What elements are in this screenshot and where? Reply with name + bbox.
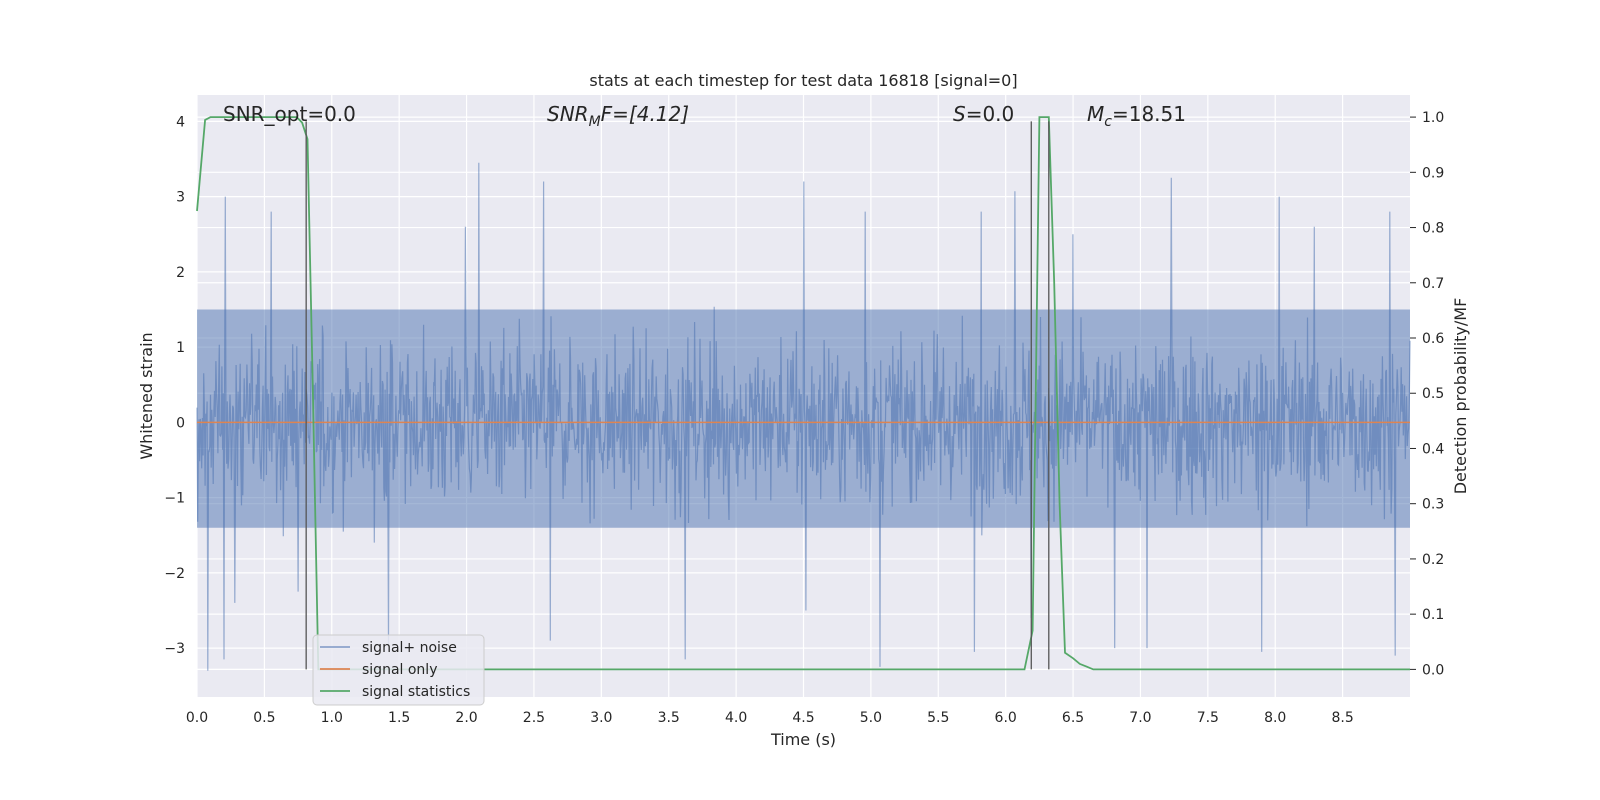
x-tick-label-13: 6.5 bbox=[1062, 710, 1084, 726]
x-tick-label-12: 6.0 bbox=[995, 710, 1017, 726]
legend-box bbox=[312, 634, 485, 706]
annotation-snr-mf-sub: M bbox=[589, 114, 601, 130]
y-right-tick-label-0: 0.0 bbox=[1422, 662, 1444, 678]
x-tick-label-5: 2.5 bbox=[523, 710, 545, 726]
annotation-snr-mf-base: SNR bbox=[547, 102, 589, 126]
y-left-tick-label-2: −1 bbox=[164, 491, 185, 507]
x-axis-label: Time (s) bbox=[770, 730, 836, 749]
x-tick-label-9: 4.5 bbox=[792, 710, 814, 726]
x-tick-label-3: 1.5 bbox=[388, 710, 410, 726]
annotation-snr-mf: SNRMF=[4.12] bbox=[547, 102, 689, 130]
y-axis-label-right: Detection probability/MF bbox=[1451, 298, 1470, 495]
annotation-s-base: S bbox=[953, 102, 966, 126]
annotation-snr-mf-rest: F=[4.12] bbox=[601, 102, 689, 126]
x-tick-label-17: 8.5 bbox=[1331, 710, 1353, 726]
series-signal-noise bbox=[196, 162, 1411, 671]
y-right-tick-label-4: 0.4 bbox=[1422, 441, 1444, 457]
series-lines bbox=[196, 116, 1410, 671]
x-tick-label-10: 5.0 bbox=[860, 710, 882, 726]
x-tick-label-7: 3.5 bbox=[658, 710, 680, 726]
y-left-tick-label-4: 1 bbox=[176, 340, 185, 356]
y-right-tick-label-9: 0.9 bbox=[1422, 165, 1444, 181]
x-tick-label-0: 0.0 bbox=[186, 710, 208, 726]
y-left-tick-label-6: 3 bbox=[176, 190, 185, 206]
x-tick-label-4: 2.0 bbox=[455, 710, 477, 726]
annotation-mc: Mc=18.51 bbox=[1087, 102, 1186, 130]
annotation-s: S=0.0 bbox=[953, 102, 1014, 126]
ticks: 0.0 0.5 1.0 1.5 2.0 2.5 3.0 3.5 4.0 4.5 5.0 5.5 6.0 6… bbox=[164, 110, 1444, 726]
y-right-tick-label-1: 0.1 bbox=[1422, 607, 1444, 623]
x-tick-label-11: 5.5 bbox=[927, 710, 949, 726]
series-signal-statistics bbox=[196, 116, 1410, 671]
x-tick-label-8: 4.0 bbox=[725, 710, 747, 726]
x-tick-label-15: 7.5 bbox=[1197, 710, 1219, 726]
series-signal-noise-line bbox=[196, 162, 1411, 671]
annotation-mc-sub: c bbox=[1104, 114, 1112, 130]
y-right-tick-label-7: 0.7 bbox=[1422, 276, 1444, 292]
chart-title: stats at each timestep for test data 168… bbox=[589, 71, 1017, 90]
annotation-snr-opt: SNR_opt=0.0 bbox=[223, 102, 356, 126]
y-right-tick-label-10: 1.0 bbox=[1422, 110, 1444, 126]
x-tick-label-2: 1.0 bbox=[321, 710, 343, 726]
annotation-s-rest: =0.0 bbox=[966, 102, 1015, 126]
y-left-tick-label-1: −2 bbox=[164, 566, 185, 582]
y-left-tick-label-5: 2 bbox=[176, 265, 185, 281]
y-right-tick-label-6: 0.6 bbox=[1422, 331, 1444, 347]
x-tick-label-14: 7.0 bbox=[1129, 710, 1151, 726]
y-left-tick-label-0: −3 bbox=[164, 641, 185, 657]
y-right-tick-label-5: 0.5 bbox=[1422, 386, 1444, 402]
y-left-tick-label-3: 0 bbox=[176, 415, 185, 431]
y-right-tick-label-3: 0.3 bbox=[1422, 497, 1444, 513]
y-axis-label-left: Whitened strain bbox=[137, 332, 156, 459]
y-right-tick-label-8: 0.8 bbox=[1422, 221, 1444, 237]
legend: signal+ noise signal only signal statist… bbox=[312, 634, 485, 706]
legend-label-signal-noise: signal+ noise bbox=[362, 640, 457, 656]
x-tick-label-6: 3.0 bbox=[590, 710, 612, 726]
vertical-markers bbox=[305, 121, 1050, 670]
x-tick-label-1: 0.5 bbox=[253, 710, 275, 726]
x-tick-label-16: 8.0 bbox=[1264, 710, 1286, 726]
annotation-mc-rest: =18.51 bbox=[1112, 102, 1186, 126]
legend-label-signal-statistics: signal statistics bbox=[362, 684, 470, 700]
annotation-mc-base: M bbox=[1087, 102, 1104, 126]
y-left-tick-label-7: 4 bbox=[176, 114, 185, 130]
legend-label-signal-only: signal only bbox=[362, 662, 437, 678]
y-right-tick-label-2: 0.2 bbox=[1422, 552, 1444, 568]
